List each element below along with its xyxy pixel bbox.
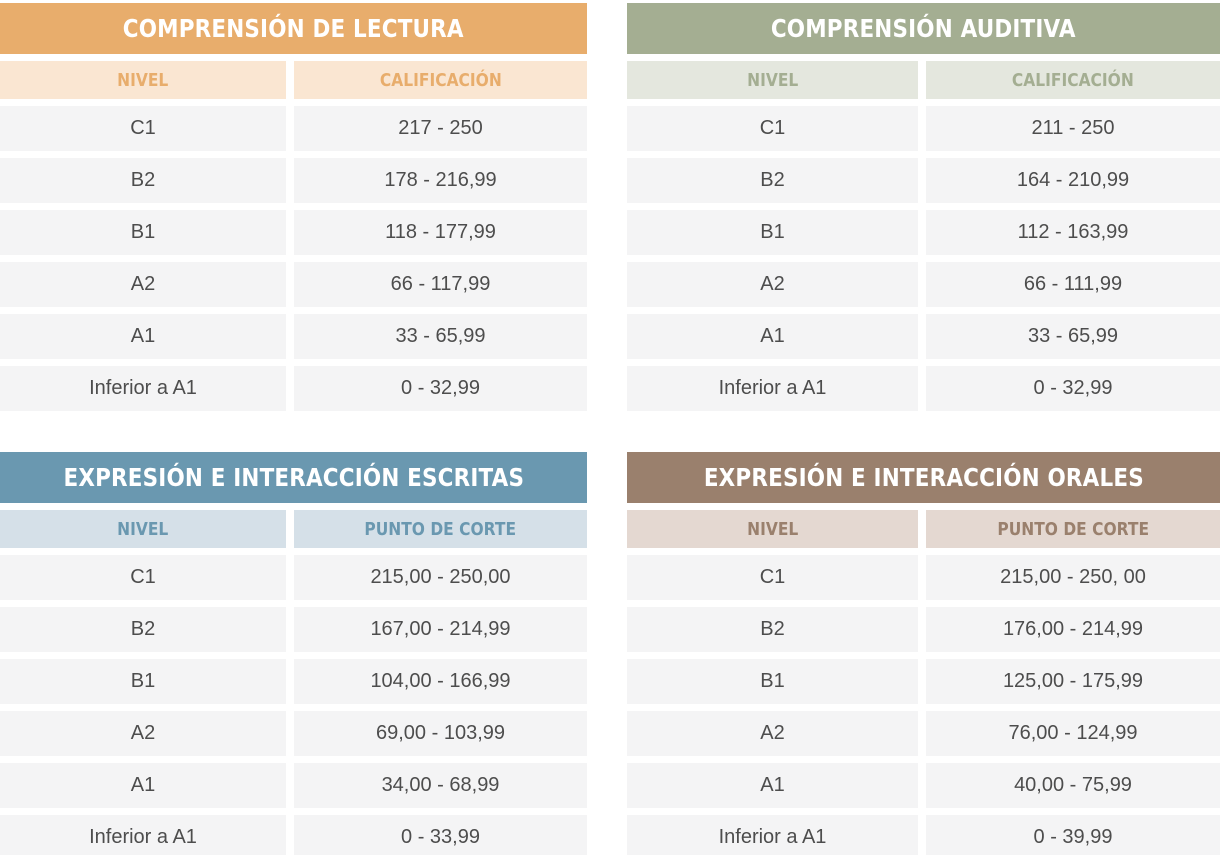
score-cell: 118 - 177,99 [294,210,587,255]
table-row: C1 215,00 - 250, 00 [627,555,1220,600]
score-cell: 211 - 250 [926,106,1220,151]
level-cell: B2 [627,607,918,652]
column-header-score: CALIFICACIÓN [926,61,1220,99]
table-row: C1 217 - 250 [0,106,587,151]
level-cell: B1 [627,659,918,704]
level-cell: Inferior a A1 [627,815,918,855]
table-row: Inferior a A1 0 - 39,99 [627,815,1220,855]
table-row: A2 69,00 - 103,99 [0,711,587,756]
table-row: B2 176,00 - 214,99 [627,607,1220,652]
column-header-level: NIVEL [0,510,286,548]
table-title: EXPRESIÓN E INTERACCIÓN ORALES [627,452,1220,503]
table-row: Inferior a A1 0 - 33,99 [0,815,587,855]
level-cell: Inferior a A1 [0,366,286,411]
cutoff-cell: 76,00 - 124,99 [926,711,1220,756]
cutoff-cell: 125,00 - 175,99 [926,659,1220,704]
table-row: A1 34,00 - 68,99 [0,763,587,808]
level-cell: Inferior a A1 [0,815,286,855]
column-header-level: NIVEL [627,61,918,99]
score-cell: 178 - 216,99 [294,158,587,203]
table-header: NIVEL CALIFICACIÓN [627,61,1220,99]
level-cell: A1 [627,763,918,808]
level-cell: C1 [0,106,286,151]
level-cell: B1 [0,659,286,704]
level-cell: A1 [0,314,286,359]
table-row: B2 164 - 210,99 [627,158,1220,203]
table-row: C1 211 - 250 [627,106,1220,151]
level-cell: A1 [0,763,286,808]
table-row: Inferior a A1 0 - 32,99 [627,366,1220,411]
score-cell: 66 - 111,99 [926,262,1220,307]
cutoff-cell: 176,00 - 214,99 [926,607,1220,652]
table-row: C1 215,00 - 250,00 [0,555,587,600]
level-cell: B1 [627,210,918,255]
score-cell: 164 - 210,99 [926,158,1220,203]
level-cell: B2 [627,158,918,203]
level-cell: Inferior a A1 [627,366,918,411]
table-row: A2 66 - 111,99 [627,262,1220,307]
cutoff-cell: 69,00 - 103,99 [294,711,587,756]
table-row: B1 125,00 - 175,99 [627,659,1220,704]
table-row: A1 40,00 - 75,99 [627,763,1220,808]
column-header-cutoff: PUNTO DE CORTE [926,510,1220,548]
level-cell: A2 [0,262,286,307]
column-header-cutoff: PUNTO DE CORTE [294,510,587,548]
column-header-level: NIVEL [627,510,918,548]
score-cell: 217 - 250 [294,106,587,151]
level-cell: C1 [627,106,918,151]
table-row: B1 104,00 - 166,99 [0,659,587,704]
cutoff-cell: 0 - 33,99 [294,815,587,855]
level-cell: A2 [627,711,918,756]
table-title: COMPRENSIÓN AUDITIVA [627,3,1220,54]
score-cell: 33 - 65,99 [926,314,1220,359]
table-title: COMPRENSIÓN DE LECTURA [0,3,587,54]
score-cell: 0 - 32,99 [926,366,1220,411]
table-title: EXPRESIÓN E INTERACCIÓN ESCRITAS [0,452,587,503]
level-cell: C1 [0,555,286,600]
score-cell: 66 - 117,99 [294,262,587,307]
column-header-score: CALIFICACIÓN [294,61,587,99]
cutoff-cell: 215,00 - 250, 00 [926,555,1220,600]
table-row: Inferior a A1 0 - 32,99 [0,366,587,411]
level-cell: B2 [0,607,286,652]
table-reading-comprehension: COMPRENSIÓN DE LECTURA NIVEL CALIFICACIÓ… [0,3,587,411]
table-oral-expression: EXPRESIÓN E INTERACCIÓN ORALES NIVEL PUN… [627,452,1220,855]
cutoff-cell: 0 - 39,99 [926,815,1220,855]
table-listening-comprehension: COMPRENSIÓN AUDITIVA NIVEL CALIFICACIÓN … [627,3,1220,411]
cutoff-cell: 34,00 - 68,99 [294,763,587,808]
table-header: NIVEL PUNTO DE CORTE [0,510,587,548]
level-cell: A2 [0,711,286,756]
table-row: B2 167,00 - 214,99 [0,607,587,652]
level-cell: B2 [0,158,286,203]
score-cell: 0 - 32,99 [294,366,587,411]
table-row: A2 76,00 - 124,99 [627,711,1220,756]
table-written-expression: EXPRESIÓN E INTERACCIÓN ESCRITAS NIVEL P… [0,452,587,855]
table-row: A1 33 - 65,99 [0,314,587,359]
table-header: NIVEL PUNTO DE CORTE [627,510,1220,548]
column-header-level: NIVEL [0,61,286,99]
level-cell: A2 [627,262,918,307]
table-row: A2 66 - 117,99 [0,262,587,307]
table-row: B2 178 - 216,99 [0,158,587,203]
table-header: NIVEL CALIFICACIÓN [0,61,587,99]
cutoff-cell: 104,00 - 166,99 [294,659,587,704]
table-row: B1 118 - 177,99 [0,210,587,255]
cutoff-cell: 40,00 - 75,99 [926,763,1220,808]
score-cell: 112 - 163,99 [926,210,1220,255]
cutoff-cell: 215,00 - 250,00 [294,555,587,600]
level-cell: A1 [627,314,918,359]
cutoff-cell: 167,00 - 214,99 [294,607,587,652]
score-cell: 33 - 65,99 [294,314,587,359]
table-row: A1 33 - 65,99 [627,314,1220,359]
table-row: B1 112 - 163,99 [627,210,1220,255]
level-cell: C1 [627,555,918,600]
level-cell: B1 [0,210,286,255]
